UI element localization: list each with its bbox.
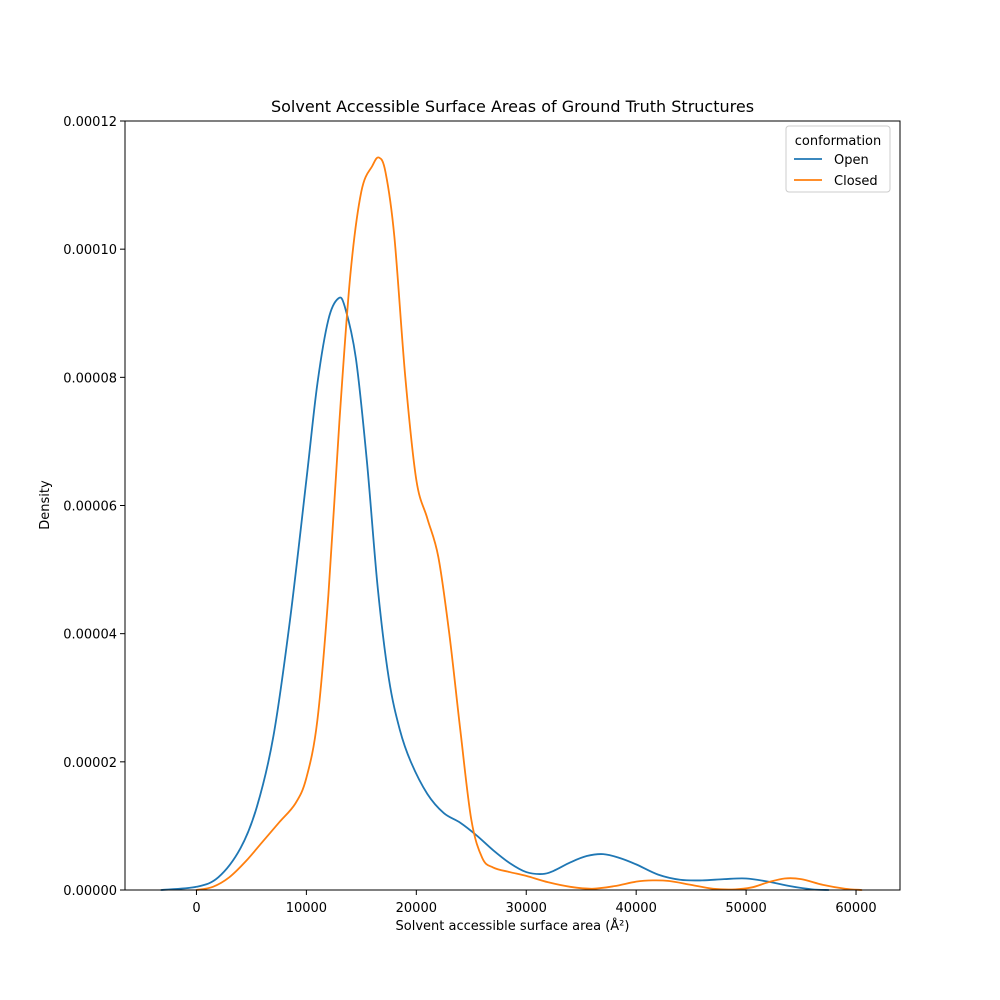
legend: conformation Open Closed [785, 125, 891, 193]
series-line-closed [195, 156, 863, 891]
chart-title: Solvent Accessible Surface Areas of Grou… [271, 97, 754, 116]
y-tick-label: 0.00002 [63, 756, 117, 771]
x-tick-label: 30000 [506, 901, 547, 916]
x-axis: 0 10000 20000 30000 40000 50000 60000 [192, 890, 877, 916]
y-tick-label: 0.00008 [63, 371, 117, 386]
y-axis-title: Density [38, 480, 53, 530]
series-line-open [160, 296, 830, 891]
x-tick-label: 50000 [725, 901, 766, 916]
legend-box [785, 125, 891, 193]
y-tick-label: 0.00004 [63, 628, 117, 643]
legend-label-closed: Closed [834, 174, 878, 189]
x-tick-label: 0 [192, 901, 200, 916]
series-group [160, 156, 863, 891]
x-tick-label: 40000 [615, 901, 656, 916]
y-axis: 0.00000 0.00002 0.00004 0.00006 0.00008 0.000… [63, 115, 125, 899]
x-tick-label: 20000 [396, 901, 437, 916]
y-tick-label: 0.00006 [63, 500, 117, 515]
legend-label-open: Open [834, 153, 869, 168]
x-tick-label: 60000 [835, 901, 876, 916]
y-tick-label: 0.00012 [63, 115, 117, 130]
y-tick-label: 0.00010 [63, 243, 117, 258]
x-tick-label: 10000 [286, 901, 327, 916]
x-axis-title: Solvent accessible surface area (Å²) [396, 918, 630, 934]
y-tick-label: 0.00000 [63, 884, 117, 899]
legend-title: conformation [795, 134, 882, 149]
